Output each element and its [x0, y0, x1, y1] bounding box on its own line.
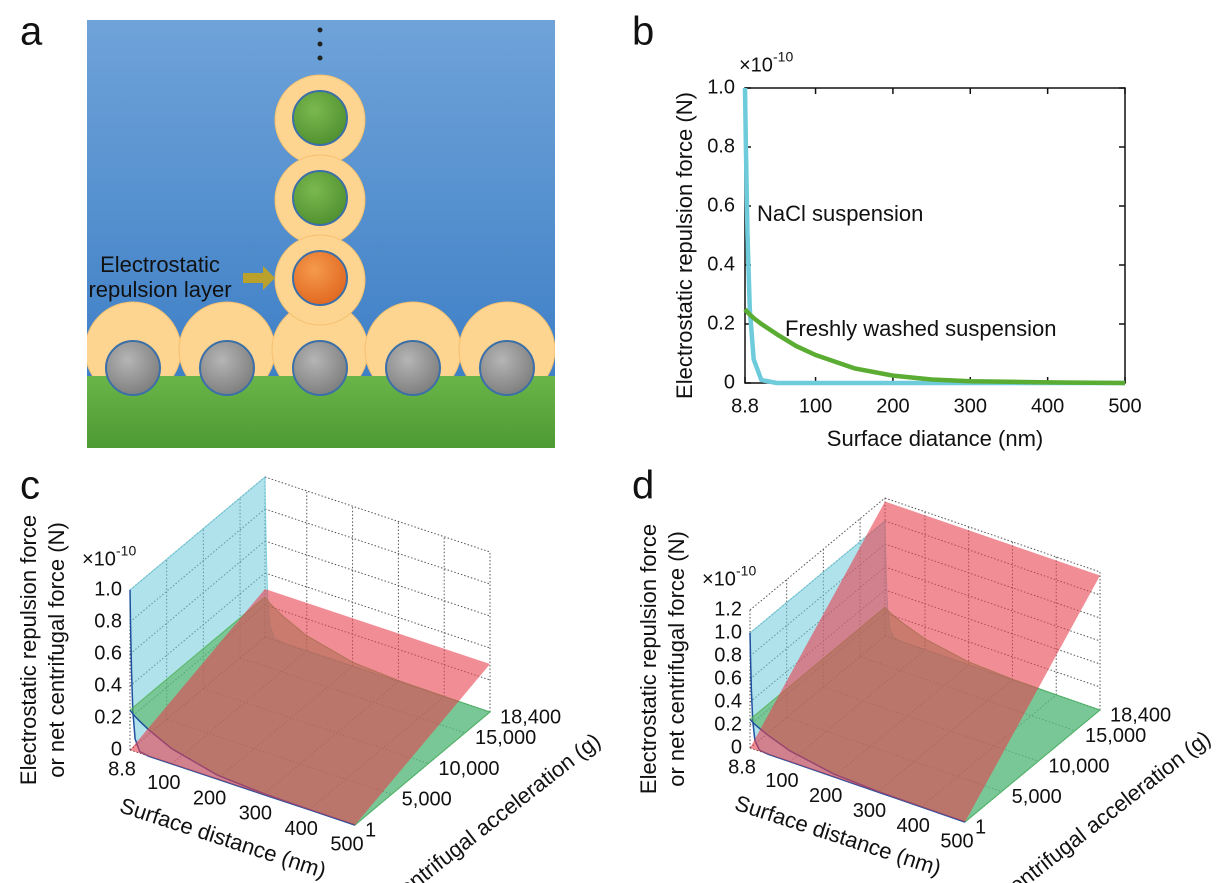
z-tick-label: 0.6 [714, 667, 742, 689]
page: {"panel_labels": ["a", "b", "c", "d"], "… [0, 0, 1231, 883]
x-tick-label: 200 [809, 785, 842, 807]
z-multiplier-exp: -10 [736, 563, 756, 579]
y-tick-label: 1 [975, 816, 986, 838]
z-multiplier: ×10 [82, 548, 116, 570]
z-axis-title: or net centrifugal force (N) [44, 522, 69, 778]
y-tick-label: 10,000 [438, 758, 499, 780]
z-tick-label: 0.8 [714, 644, 742, 666]
y-multiplier-exp: -10 [773, 49, 793, 65]
x-tick-label: 500 [1108, 395, 1141, 417]
y-tick-label: 15,000 [475, 727, 536, 749]
y-tick-label: 0.2 [707, 312, 735, 334]
diagram-label: Electrostatic [100, 252, 220, 277]
z-multiplier-exp: -10 [116, 543, 136, 559]
y-tick-label: 0.8 [707, 135, 735, 157]
x-tick-label: 300 [853, 800, 886, 822]
z-tick-label: 1.0 [94, 578, 122, 600]
z-multiplier: ×10 [702, 568, 736, 590]
y-tick-label: 5,000 [1012, 786, 1062, 808]
grid-line [265, 509, 490, 584]
series-label: NaCl suspension [757, 201, 923, 226]
y-axis-title: Electrostatic repulsion force (N) [672, 92, 697, 399]
x-tick-label: 8.8 [108, 758, 136, 780]
y-tick-label: 10,000 [1048, 755, 1109, 777]
x-tick-label: 100 [147, 772, 180, 794]
figure: Electrostatic repulsion layer a b c d 00… [0, 0, 1231, 883]
z-axis-title: Electrostatic repulsion force [16, 515, 41, 785]
x-tick-label: 300 [239, 803, 272, 825]
panel-label: a [20, 10, 43, 54]
x-tick-label: 100 [765, 770, 798, 792]
z-axis-title: or net centrifugal force (N) [664, 531, 689, 787]
x-tick-label: 100 [799, 395, 832, 417]
y-tick-label: 5,000 [402, 789, 452, 811]
series-label: Freshly washed suspension [785, 316, 1056, 341]
z-tick-label: 0.6 [94, 642, 122, 664]
x-tick-label: 400 [897, 815, 930, 837]
y-tick-label: 18,400 [1110, 704, 1171, 726]
z-tick-label: 0.4 [714, 690, 742, 712]
x-tick-label: 500 [940, 830, 973, 852]
x-tick-label: 200 [876, 395, 909, 417]
diagram-label: repulsion layer [88, 277, 231, 302]
y-tick-label: 0.4 [707, 253, 735, 275]
x-tick-label: 200 [193, 787, 226, 809]
z-tick-label: 0.8 [94, 610, 122, 632]
z-tick-label: 0.4 [94, 674, 122, 696]
x-tick-label: 400 [285, 818, 318, 840]
y-tick-label: 0 [724, 371, 735, 393]
diagram [85, 20, 555, 448]
panel-label: d [632, 464, 654, 508]
panel-label: c [20, 464, 40, 508]
x-tick-label: 8.8 [731, 395, 759, 417]
x-tick-label: 300 [954, 395, 987, 417]
y-tick-label: 15,000 [1085, 725, 1146, 747]
grid-line [265, 477, 490, 552]
y-tick-label: 18,400 [500, 706, 561, 728]
panel-label: b [632, 10, 654, 54]
z-tick-label: 1.0 [714, 621, 742, 643]
x-tick-label: 500 [330, 833, 363, 855]
z-tick-label: 0 [111, 738, 122, 760]
x-axis-title: Surface diatance (nm) [827, 426, 1043, 451]
y-multiplier: ×10 [739, 54, 773, 76]
z-axis-title: Electrostatic repulsion force [636, 524, 661, 794]
z-tick-label: 0.2 [714, 713, 742, 735]
y-tick-label: 1 [365, 819, 376, 841]
z-tick-label: 1.2 [714, 598, 742, 620]
x-tick-label: 400 [1031, 395, 1064, 417]
y-tick-label: 0.6 [707, 194, 735, 216]
z-tick-label: 0.2 [94, 706, 122, 728]
z-tick-label: 0 [731, 736, 742, 758]
x-tick-label: 8.8 [728, 756, 756, 778]
y-tick-label: 1.0 [707, 76, 735, 98]
